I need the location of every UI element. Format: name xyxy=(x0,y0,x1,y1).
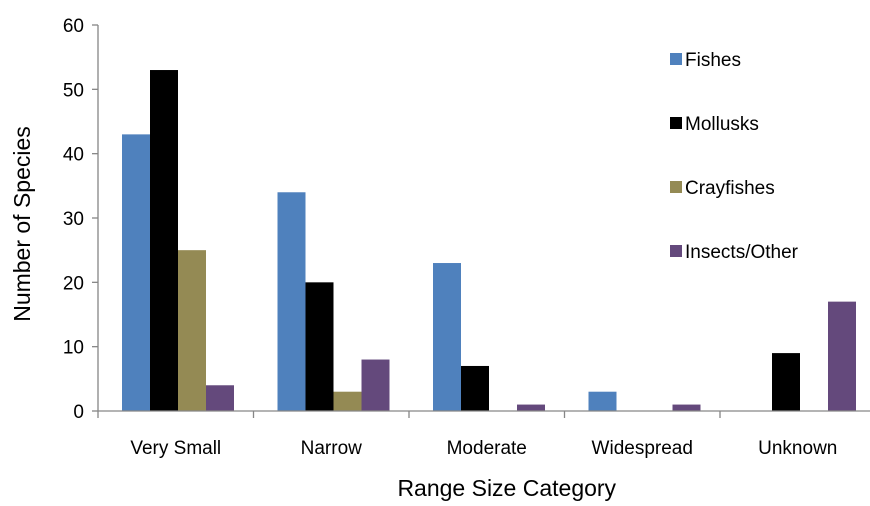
x-tick-label: Widespread xyxy=(592,438,693,459)
x-axis-ticks: Very Small Narrow Moderate Widespread Unknow… xyxy=(97,411,837,459)
y-tick-label: 30 xyxy=(63,209,84,230)
legend-swatch xyxy=(670,181,682,193)
bar-crayfishes-very-small xyxy=(178,250,206,411)
y-axis-title: Number of Species xyxy=(9,126,35,322)
legend-label: Insects/Other xyxy=(685,242,799,263)
y-tick-label: 50 xyxy=(63,80,84,101)
bar-mollusks-very-small xyxy=(150,70,178,412)
bar-mollusks-unknown xyxy=(772,353,800,411)
bar-crayfishes-narrow xyxy=(333,391,362,411)
legend-swatch xyxy=(670,117,682,129)
bar-insects-other-narrow xyxy=(361,359,390,411)
bar-mollusks-moderate xyxy=(461,365,489,411)
legend-swatch xyxy=(670,245,682,257)
bar-insects-other-very-small xyxy=(206,385,234,411)
bar-fishes-very-small xyxy=(122,134,150,411)
legend-label: Crayfishes xyxy=(685,178,775,199)
y-tick-label: 0 xyxy=(73,402,84,423)
y-tick-label: 20 xyxy=(63,273,84,294)
bar-insects-other-unknown xyxy=(828,301,856,411)
bars-group xyxy=(122,70,856,412)
y-tick-label: 60 xyxy=(63,16,84,37)
legend: Fishes Mollusks Crayfishes Insects/Other xyxy=(670,50,799,263)
legend-swatch xyxy=(670,53,682,65)
bar-fishes-narrow xyxy=(277,192,306,411)
y-tick-label: 10 xyxy=(63,338,84,359)
bar-insects-other-widespread xyxy=(672,404,701,411)
bar-mollusks-narrow xyxy=(305,282,334,411)
bar-insects-other-moderate xyxy=(517,404,545,411)
legend-label: Mollusks xyxy=(685,114,759,135)
x-axis-title: Range Size Category xyxy=(397,475,616,501)
y-axis-ticks: 0 10 20 30 40 50 60 xyxy=(63,16,98,423)
bar-fishes-widespread xyxy=(588,391,617,411)
x-tick-label: Unknown xyxy=(758,438,837,459)
x-tick-label: Very Small xyxy=(130,438,221,459)
y-tick-label: 40 xyxy=(63,145,84,166)
bar-fishes-moderate xyxy=(433,263,461,411)
x-tick-label: Moderate xyxy=(447,438,527,459)
x-tick-label: Narrow xyxy=(301,438,363,459)
legend-label: Fishes xyxy=(685,50,741,71)
